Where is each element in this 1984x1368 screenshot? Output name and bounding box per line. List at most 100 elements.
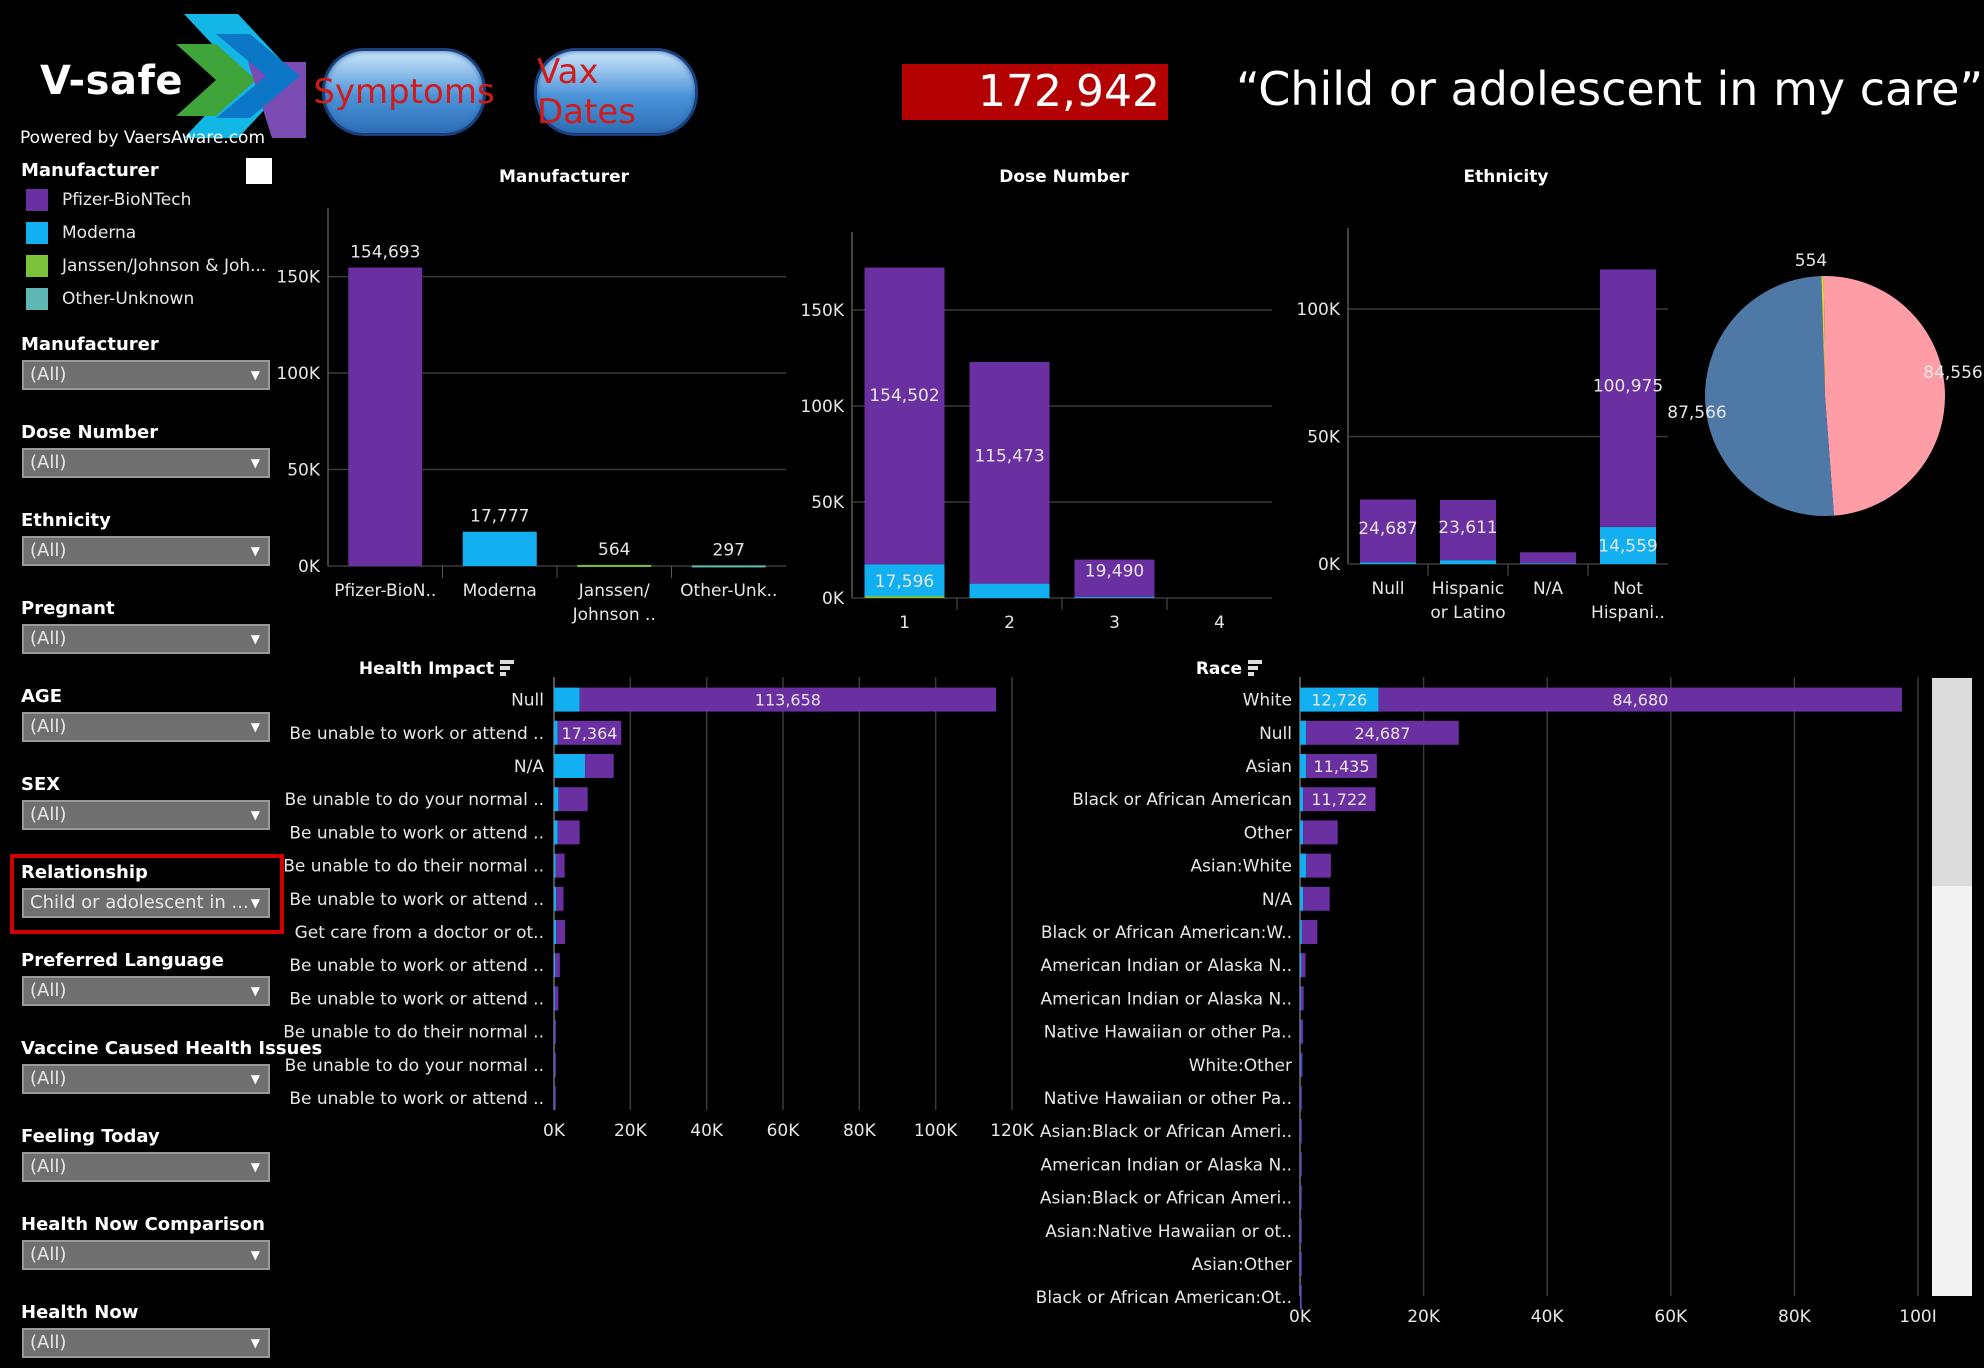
bar-segment	[1440, 560, 1496, 564]
x-tick-label: Hispanic	[1432, 579, 1504, 599]
data-label: 564	[598, 540, 630, 560]
sex-value: (All)	[30, 804, 67, 825]
chevron-down-icon: ▼	[250, 720, 260, 734]
x-tick-label: 80K	[1778, 1307, 1812, 1327]
bar-segment	[1300, 920, 1302, 944]
health-now-comparison-value: (All)	[30, 1244, 67, 1265]
legend-item[interactable]: Other-Unknown	[26, 286, 194, 312]
y-tick-label: Asian:Black or African Ameri..	[1040, 1122, 1292, 1142]
health-now-label: Health Now	[21, 1302, 139, 1323]
x-tick-label: Janssen/	[578, 581, 650, 601]
sex-dropdown[interactable]: (All) ▼	[22, 800, 270, 830]
legend-item[interactable]: Janssen/Johnson & Joh...	[26, 253, 266, 279]
age-value: (All)	[30, 716, 67, 737]
y-tick-label: 100K	[276, 364, 320, 384]
pie-slice	[1821, 276, 1825, 396]
data-label: 19,490	[1085, 561, 1144, 581]
bar-segment	[1303, 886, 1330, 911]
x-tick-label: Hispani..	[1591, 603, 1665, 623]
chevron-down-icon: ▼	[250, 1336, 260, 1350]
y-tick-label: Null	[511, 691, 544, 711]
chevron-down-icon: ▼	[250, 632, 260, 646]
y-tick-label: Other	[1244, 823, 1292, 843]
race-scrollbar-thumb[interactable]	[1932, 678, 1972, 886]
bar-segment	[556, 886, 564, 911]
bar-segment	[1300, 687, 1379, 712]
bar-segment	[554, 886, 557, 911]
y-tick-label: 50K	[1307, 428, 1341, 448]
bar-segment	[1303, 787, 1376, 812]
age-dropdown[interactable]: (All) ▼	[22, 712, 270, 742]
relationship-label: Relationship	[21, 862, 148, 883]
bar-segment	[1301, 953, 1306, 978]
pie-slice	[1705, 276, 1834, 516]
manufacturer-label: Manufacturer	[21, 334, 159, 355]
bar-segment	[1300, 1185, 1302, 1210]
x-tick-label: or Latino	[1430, 603, 1505, 623]
legend-label: Moderna	[62, 223, 137, 243]
legend-label: Janssen/Johnson & Joh...	[62, 256, 267, 276]
health-now-comparison-dropdown[interactable]: (All) ▼	[22, 1240, 270, 1270]
y-tick-label: Get care from a doctor or ot..	[295, 923, 544, 943]
bar-segment	[1378, 687, 1902, 712]
x-tick-label: 20K	[614, 1121, 648, 1141]
bar-segment	[558, 787, 588, 812]
legend-swatch	[26, 222, 48, 244]
bar-segment	[1303, 820, 1338, 845]
preferred-language-value: (All)	[30, 980, 67, 1001]
bar-segment	[585, 754, 614, 778]
bar-segment	[1520, 552, 1576, 564]
y-tick-label: Be unable to work or attend ..	[289, 890, 544, 910]
chevron-down-icon: ▼	[250, 1160, 260, 1174]
preferred-language-dropdown[interactable]: (All) ▼	[22, 976, 270, 1006]
bar-segment	[1300, 1218, 1302, 1243]
data-label: 115,473	[974, 447, 1044, 467]
pie-label: 554	[1795, 251, 1827, 271]
y-tick-label: Black or African American:Ot..	[1036, 1288, 1292, 1308]
bar-segment	[1300, 1252, 1302, 1276]
feeling-today-label: Feeling Today	[21, 1126, 160, 1147]
chart-title: Ethnicity	[1464, 167, 1549, 187]
bar-segment	[1300, 1086, 1302, 1110]
health-now-dropdown[interactable]: (All) ▼	[22, 1328, 270, 1358]
manufacturer-dropdown[interactable]: (All) ▼	[22, 360, 270, 390]
y-tick-label: Be unable to work or attend ..	[289, 989, 544, 1009]
pregnant-value: (All)	[30, 628, 67, 649]
vaccine-caused-health-issues-dropdown[interactable]: (All) ▼	[22, 1064, 270, 1094]
feeling-today-dropdown[interactable]: (All) ▼	[22, 1152, 270, 1182]
relationship-dropdown[interactable]: Child or adolescent in ... ▼	[22, 888, 270, 918]
dose-number-dropdown[interactable]: (All) ▼	[22, 448, 270, 478]
symptoms-button[interactable]: Symptoms	[313, 48, 495, 136]
legend-item[interactable]: Pfizer-BioNTech	[26, 187, 191, 213]
legend-item[interactable]: Moderna	[26, 220, 136, 246]
sex-label: SEX	[21, 774, 61, 795]
health-now-value: (All)	[30, 1332, 67, 1353]
data-label: 11,435	[1314, 757, 1370, 776]
ethnicity-dropdown[interactable]: (All) ▼	[22, 536, 270, 566]
race-scrollbar-track[interactable]	[1932, 678, 1972, 1296]
chevron-down-icon: ▼	[250, 368, 260, 382]
data-label: 154,693	[350, 243, 420, 263]
vaccine-caused-health-issues-label: Vaccine Caused Health Issues	[21, 1038, 323, 1059]
y-tick-label: N/A	[514, 757, 544, 777]
chevron-down-icon: ▼	[250, 456, 260, 470]
vax-dates-button[interactable]: Vax Dates	[534, 48, 698, 136]
bar-segment	[1300, 1052, 1303, 1077]
data-label: 84,680	[1612, 691, 1668, 710]
y-tick-label: Asian:Other	[1192, 1255, 1292, 1275]
chart-title: Race	[1196, 659, 1242, 679]
bar-segment	[554, 754, 586, 778]
legend-toggle[interactable]	[246, 158, 272, 184]
x-tick-label: 80K	[843, 1121, 877, 1141]
data-label: 14,559	[1598, 536, 1657, 556]
y-tick-label: American Indian or Alaska N..	[1040, 989, 1292, 1009]
bar-segment	[1300, 986, 1304, 1011]
bar-segment	[864, 596, 945, 598]
y-tick-label: Be unable to do your normal ..	[285, 1056, 544, 1076]
pregnant-dropdown[interactable]: (All) ▼	[22, 624, 270, 654]
vaccine-caused-health-issues-value: (All)	[30, 1068, 67, 1089]
sort-icon	[1248, 666, 1258, 670]
ethnicity-value: (All)	[30, 540, 67, 561]
bar-segment	[1306, 853, 1331, 878]
x-tick-label: 0K	[1289, 1307, 1312, 1327]
